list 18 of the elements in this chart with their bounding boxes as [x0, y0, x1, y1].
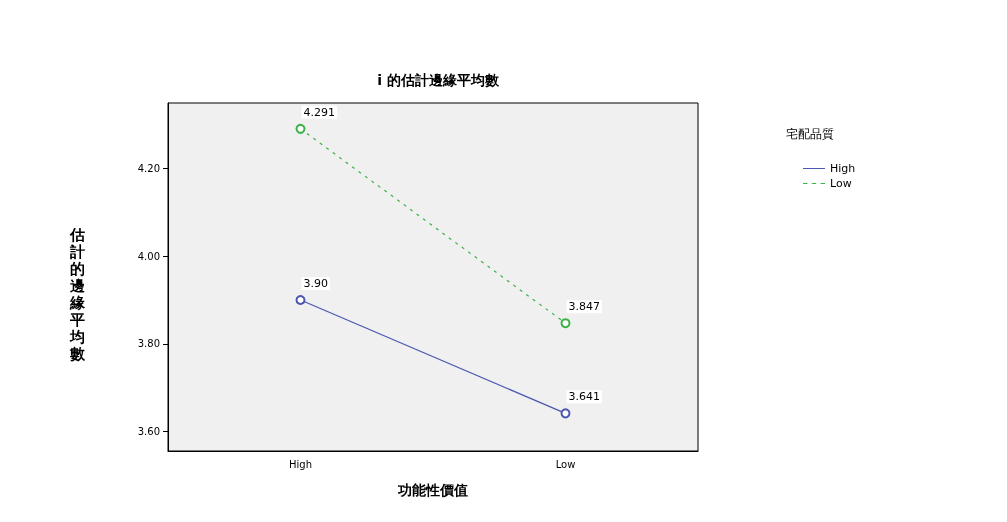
data-label: 3.847: [568, 300, 600, 314]
y-tick-label: 3.80: [137, 338, 160, 350]
data-label: 3.641: [568, 390, 600, 404]
legend-title: 宅配品質: [786, 127, 834, 141]
legend-label: Low: [830, 177, 852, 190]
y-tick-label: 4.20: [137, 163, 160, 175]
x-axis-title: 功能性價值: [397, 482, 468, 498]
legend-label: High: [830, 162, 856, 175]
data-label: 4.291: [303, 105, 335, 119]
y-tick-label: 4.00: [137, 250, 160, 262]
point: [560, 408, 571, 419]
chart-title: i 的估計邊緣平均數: [377, 72, 500, 88]
point: [295, 123, 306, 134]
y-tick-label: 3.60: [137, 425, 160, 437]
point: [295, 294, 306, 305]
y-axis-title: 估計的邊緣平均數: [69, 225, 86, 363]
point: [560, 318, 571, 329]
data-label: 3.90: [303, 276, 328, 290]
